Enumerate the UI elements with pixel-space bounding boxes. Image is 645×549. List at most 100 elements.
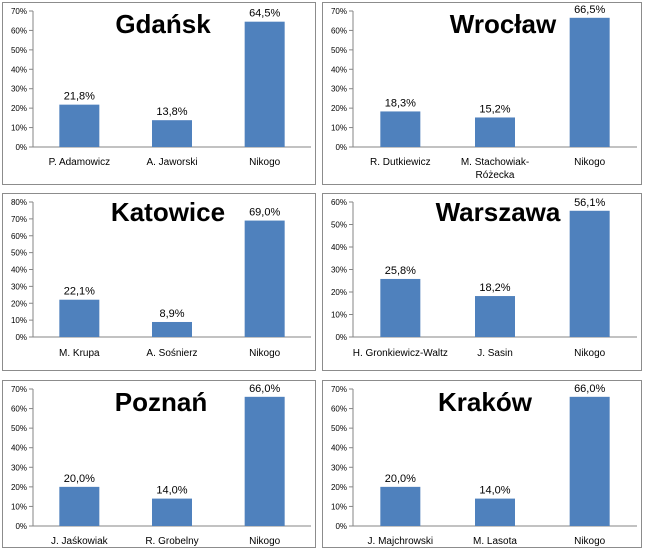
value-label: 25,8% [385, 265, 416, 277]
chart-title: Warszawa [436, 197, 561, 227]
bar-nikogo [244, 220, 285, 337]
y-tick-label: 50% [331, 424, 347, 433]
y-tick-label: 10% [331, 124, 347, 133]
y-tick-label: 0% [15, 333, 27, 342]
category-label: A. Sośnierz [146, 348, 197, 359]
y-tick-label: 20% [11, 483, 27, 492]
y-tick-label: 30% [331, 85, 347, 94]
value-label: 56,1% [574, 197, 605, 209]
y-tick-label: 60% [11, 26, 27, 35]
value-label: 18,2% [479, 282, 510, 294]
y-tick-label: 30% [11, 282, 27, 291]
y-tick-label: 60% [331, 26, 347, 35]
category-label: Nikogo [574, 157, 606, 168]
bar-nikogo [569, 210, 610, 337]
y-tick-label: 50% [11, 46, 27, 55]
chart-panel-wroclaw: 0% 10% 20% 30% 40% 50% 60% 70% 18,3% R. Dutkiewic… [322, 2, 642, 185]
value-label: 20,0% [385, 473, 416, 485]
y-tick-label: 20% [331, 288, 347, 297]
y-tick-label: 0% [335, 143, 347, 152]
value-label: 69,0% [249, 207, 280, 219]
category-label: J. Sasin [477, 348, 513, 359]
category-label: M. Lasota [473, 536, 517, 547]
bar-h-gronkiewicz-waltz [380, 278, 421, 337]
y-tick-label: 60% [11, 232, 27, 241]
value-label: 20,0% [64, 473, 95, 485]
category-label: A. Jaworski [146, 157, 197, 168]
category-label: Nikogo [574, 536, 606, 547]
y-tick-label: 30% [331, 266, 347, 275]
y-tick-label: 40% [331, 444, 347, 453]
y-tick-label: 40% [331, 243, 347, 252]
y-tick-label: 50% [331, 46, 347, 55]
chart-svg: 0% 10% 20% 30% 40% 50% 60% 70% 80% 22,1% M. Krupa 8… [11, 197, 311, 359]
value-label: 18,3% [385, 97, 416, 109]
value-label: 66,0% [249, 383, 280, 395]
y-tick-label: 50% [11, 249, 27, 258]
bar-j-majchrowski [380, 486, 421, 526]
chart-title: Gdańsk [115, 9, 211, 39]
y-tick-label: 10% [11, 124, 27, 133]
chart-title: Wrocław [450, 9, 557, 39]
y-tick-label: 50% [331, 221, 347, 230]
y-tick-label: 0% [15, 522, 27, 531]
category-label: Nikogo [249, 157, 281, 168]
value-label: 22,1% [64, 286, 95, 298]
chart-svg: 0% 10% 20% 30% 40% 50% 60% 70% 18,3% R. Dutkiewic… [331, 4, 637, 181]
y-tick-label: 70% [331, 7, 347, 16]
bar-nikogo [569, 17, 610, 147]
bar-m-krupa [59, 299, 100, 337]
value-label: 66,0% [574, 383, 605, 395]
y-tick-label: 30% [11, 463, 27, 472]
y-tick-label: 0% [335, 522, 347, 531]
chart-title: Kraków [438, 387, 533, 417]
y-tick-label: 10% [11, 502, 27, 511]
chart-title: Katowice [111, 197, 225, 227]
value-label: 15,2% [479, 103, 510, 115]
bar-r-dutkiewicz [380, 111, 421, 147]
bar-a-sosnierz [152, 321, 192, 337]
chart-svg: 0% 10% 20% 30% 40% 50% 60% 70% 20,0% J. Jaśkowiak… [11, 383, 311, 547]
y-tick-label: 10% [331, 311, 347, 320]
category-label: M. Stachowiak-Różecka [461, 157, 529, 181]
bar-m-lasota [475, 498, 515, 526]
y-tick-label: 0% [335, 333, 347, 342]
y-tick-label: 70% [11, 7, 27, 16]
category-label: J. Jaśkowiak [51, 536, 109, 547]
value-label: 64,5% [249, 8, 280, 20]
category-label: R. Dutkiewicz [370, 157, 431, 168]
chart-svg: 0% 10% 20% 30% 40% 50% 60% 25,8% H. Gronkiewicz-… [331, 197, 637, 359]
y-tick-label: 40% [11, 444, 27, 453]
bar-nikogo [244, 396, 285, 526]
value-label: 21,8% [64, 91, 95, 103]
chart-panel-krakow: 0% 10% 20% 30% 40% 50% 60% 70% 20,0% J. Majchrows… [322, 380, 642, 548]
value-label: 8,9% [159, 308, 184, 320]
chart-title: Poznań [115, 387, 207, 417]
category-label: M. Krupa [59, 348, 100, 359]
y-tick-label: 0% [15, 143, 27, 152]
y-tick-label: 30% [331, 463, 347, 472]
y-tick-label: 40% [11, 65, 27, 74]
bar-r-grobelny [152, 498, 192, 526]
y-tick-label: 60% [331, 405, 347, 414]
bar-nikogo [244, 21, 285, 147]
y-tick-label: 60% [11, 405, 27, 414]
bar-j-jaskowiak [59, 486, 100, 526]
bar-m-stachowiak-rozecka [475, 117, 515, 147]
category-label: R. Grobelny [145, 536, 198, 547]
y-tick-label: 10% [11, 316, 27, 325]
category-label: Nikogo [249, 348, 281, 359]
value-label: 66,5% [574, 4, 605, 16]
category-label: H. Gronkiewicz-Waltz [353, 348, 448, 359]
y-tick-label: 20% [11, 104, 27, 113]
y-tick-label: 70% [331, 385, 347, 394]
y-tick-label: 60% [331, 198, 347, 207]
bar-a-jaworski [152, 120, 192, 147]
value-label: 14,0% [479, 485, 510, 497]
category-label: Nikogo [574, 348, 606, 359]
y-tick-label: 30% [11, 85, 27, 94]
y-tick-label: 50% [11, 424, 27, 433]
bar-nikogo [569, 396, 610, 526]
chart-panel-gdansk: 0% 10% 20% 30% 40% 50% 60% 70% 21,8% P. Adamowicz… [2, 2, 316, 185]
value-label: 14,0% [156, 485, 187, 497]
